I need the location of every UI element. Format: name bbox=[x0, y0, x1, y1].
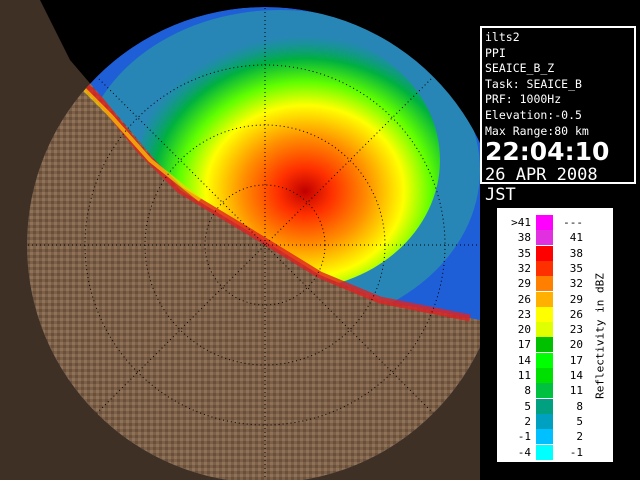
legend-row: 38 41 bbox=[497, 230, 597, 246]
legend-swatch bbox=[536, 260, 553, 276]
legend-low: 35 bbox=[517, 246, 531, 260]
legend-low: 14 bbox=[517, 353, 531, 367]
legend-swatch bbox=[536, 398, 553, 414]
legend-swatch bbox=[536, 352, 553, 368]
legend-high: 29 bbox=[569, 292, 583, 306]
legend-swatch bbox=[536, 413, 553, 429]
info-line: Task: SEAICE_B bbox=[485, 76, 582, 91]
legend-swatch bbox=[536, 245, 553, 261]
legend-low: 5 bbox=[524, 399, 531, 413]
legend-swatch bbox=[536, 215, 553, 230]
legend-low: 26 bbox=[517, 292, 531, 306]
info-line: Elevation:-0.5 bbox=[485, 107, 582, 122]
legend-swatch bbox=[536, 429, 553, 445]
radar-map bbox=[0, 0, 480, 480]
info-line: PPI bbox=[485, 45, 506, 60]
legend-high: 8 bbox=[576, 399, 583, 413]
legend-swatch bbox=[536, 230, 553, 246]
legend-swatch bbox=[536, 322, 553, 338]
legend-row: -4 -1 bbox=[497, 444, 597, 460]
legend-swatch bbox=[536, 291, 553, 307]
clock-date: 26 APR 2008 JST bbox=[485, 165, 598, 206]
legend-high: 41 bbox=[569, 231, 583, 245]
coast-echo bbox=[68, 73, 202, 202]
legend-high: 26 bbox=[569, 307, 583, 321]
legend-high: 11 bbox=[569, 384, 583, 398]
legend-low: >41 bbox=[511, 216, 531, 229]
legend-high: 14 bbox=[569, 369, 583, 382]
legend-high: 38 bbox=[569, 246, 583, 260]
legend-row: 17 20 bbox=[497, 337, 597, 353]
legend-row: 32 35 bbox=[497, 260, 597, 276]
legend: Reflectivity in dBZ >41 --- 38 41 35 38 32 35 29… bbox=[497, 208, 613, 462]
legend-row: 26 29 bbox=[497, 291, 597, 307]
legend-low: 17 bbox=[517, 338, 531, 352]
legend-high: -1 bbox=[569, 445, 583, 459]
legend-swatch bbox=[536, 368, 553, 383]
legend-high: 35 bbox=[569, 261, 583, 275]
legend-high: 5 bbox=[576, 414, 583, 428]
legend-row: 14 17 bbox=[497, 352, 597, 368]
legend-high: 17 bbox=[569, 353, 583, 367]
legend-high: 2 bbox=[576, 430, 583, 444]
legend-swatch bbox=[536, 337, 553, 353]
range-rings bbox=[0, 0, 480, 480]
info-line: Max Range:80 km bbox=[485, 123, 589, 138]
legend-low: 11 bbox=[517, 369, 531, 382]
legend-high: 23 bbox=[569, 323, 583, 337]
info-line: PRF: 1000Hz bbox=[485, 92, 562, 107]
legend-row: 35 38 bbox=[497, 245, 597, 261]
legend-low: -4 bbox=[517, 445, 531, 459]
legend-row: 29 32 bbox=[497, 276, 597, 292]
legend-swatch bbox=[536, 276, 553, 292]
legend-row: 8 11 bbox=[497, 383, 597, 399]
legend-row: 20 23 bbox=[497, 322, 597, 338]
legend-high: 20 bbox=[569, 338, 583, 352]
legend-low: -1 bbox=[517, 430, 531, 444]
legend-swatch bbox=[536, 383, 553, 399]
info-panel: ilts2 PPI SEAICE_B_Z Task: SEAICE_B PRF: 100… bbox=[480, 26, 636, 205]
legend-row: >41 --- bbox=[497, 215, 597, 230]
legend-low: 8 bbox=[524, 384, 531, 398]
info-line: SEAICE_B_Z bbox=[485, 61, 555, 76]
legend-swatch bbox=[536, 444, 553, 460]
info-line: ilts2 bbox=[485, 30, 520, 44]
legend-low: 2 bbox=[524, 414, 531, 428]
legend-swatch bbox=[536, 306, 553, 322]
legend-low: 38 bbox=[517, 231, 531, 245]
legend-high: --- bbox=[563, 216, 583, 229]
legend-row: -1 2 bbox=[497, 429, 597, 445]
legend-low: 32 bbox=[517, 261, 531, 275]
clock-time: 22:04:10 bbox=[485, 137, 610, 167]
legend-low: 29 bbox=[517, 277, 531, 291]
legend-row: 23 26 bbox=[497, 306, 597, 322]
legend-low: 20 bbox=[517, 323, 531, 337]
radar-range bbox=[0, 0, 480, 480]
legend-row: 11 14 bbox=[497, 368, 597, 383]
legend-low: 23 bbox=[517, 307, 531, 321]
legend-high: 32 bbox=[569, 277, 583, 291]
